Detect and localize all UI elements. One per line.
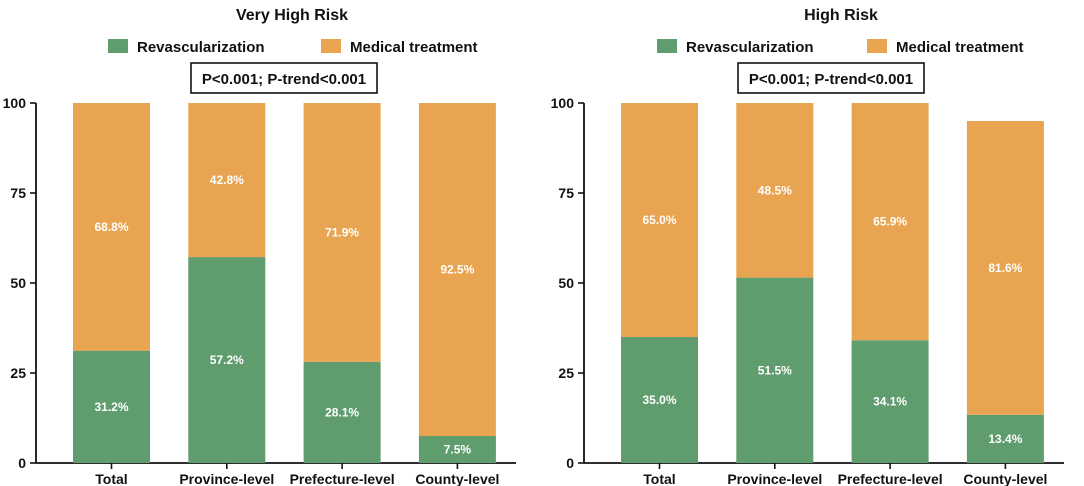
chart-title: Very High Risk [236,7,348,24]
chart-title: High Risk [804,7,878,24]
data-label-medical-treatment-prefecture-level: 65.9% [873,215,907,229]
legend: Revascularization Medical treatment [108,39,478,56]
stats-box: P<0.001; P-trend<0.001 [737,62,925,94]
bar-medical-treatment-prefecture-level [851,103,929,341]
y-tick-label: 25 [10,365,26,381]
x-tick-label-prefecture-level: Prefecture-level [290,471,395,486]
bar-medical-treatment-total [621,103,698,337]
bar-medical-treatment-province-level [188,103,266,258]
x-tick-label-province-level: Province-level [727,471,822,486]
bar-revascularization-county-level [966,414,1044,463]
legend-swatch-revascularization [657,39,677,53]
bar-medical-treatment-prefecture-level [303,103,381,362]
data-label-revascularization-prefecture-level: 34.1% [873,395,907,409]
x-tick-label-province-level: Province-level [179,471,274,486]
x-tick-label-total: Total [643,471,675,486]
legend-swatch-revascularization [108,39,128,53]
stats-text: P<0.001; P-trend<0.001 [202,71,366,88]
x-tick-label-total: Total [95,471,127,486]
bar-revascularization-province-level [188,257,266,463]
data-label-revascularization-province-level: 57.2% [210,353,244,367]
data-label-revascularization-total: 31.2% [94,400,128,414]
data-label-medical-treatment-province-level: 42.8% [210,173,244,187]
y-tick-label: 75 [558,185,574,201]
bar-medical-treatment-county-level [966,121,1044,415]
bar-medical-treatment-province-level [736,103,814,278]
bar-revascularization-total [73,350,150,463]
legend-swatch-medical-treatment [321,39,341,53]
y-tick-label: 100 [3,95,27,111]
legend-label-medical-treatment: Medical treatment [896,39,1024,56]
bar-medical-treatment-county-level [418,103,496,436]
data-labels: 35.0% 65.0% 51.5% 48.5% 34.1% 65.9% 13.4% 81.6% [642,183,1022,446]
legend-label-revascularization: Revascularization [137,39,265,56]
bar-revascularization-county-level [418,436,496,463]
y-tick-label: 0 [566,455,574,471]
data-label-revascularization-province-level: 51.5% [758,363,792,377]
data-label-medical-treatment-total: 68.8% [94,220,128,234]
y-tick-label: 50 [10,275,26,291]
data-label-revascularization-county-level: 13.4% [988,432,1022,446]
stats-text: P<0.001; P-trend<0.001 [749,71,913,88]
y-tick-label: 100 [551,95,575,111]
legend: Revascularization Medical treatment [657,39,1024,56]
legend-label-medical-treatment: Medical treatment [350,39,478,56]
bar-medical-treatment-total [73,103,150,351]
x-tick-label-prefecture-level: Prefecture-level [838,471,943,486]
data-label-medical-treatment-county-level: 92.5% [440,263,474,277]
chart-panel-very-high-risk: Very High Risk Revascularization Medical… [3,7,516,486]
stats-box-border [737,62,925,94]
x-tick-label-county-level: County-level [963,471,1047,486]
data-label-revascularization-total: 35.0% [642,393,676,407]
bars [621,103,1044,463]
bar-revascularization-prefecture-level [303,361,381,463]
data-label-medical-treatment-county-level: 81.6% [988,261,1022,275]
data-label-medical-treatment-prefecture-level: 71.9% [325,225,359,239]
y-tick-label: 75 [10,185,26,201]
legend-label-revascularization: Revascularization [686,39,814,56]
bars [73,103,496,463]
stats-box-border [190,62,378,94]
data-label-medical-treatment-total: 65.0% [642,213,676,227]
data-labels: 31.2% 68.8% 57.2% 42.8% 28.1% 71.9% 7.5% 92.5% [94,173,474,456]
y-tick-label: 0 [18,455,26,471]
data-label-medical-treatment-province-level: 48.5% [758,183,792,197]
data-label-revascularization-prefecture-level: 28.1% [325,405,359,419]
bar-revascularization-total [621,337,698,463]
bar-revascularization-province-level [736,277,814,463]
chart-panel-high-risk: High Risk Revascularization Medical trea… [551,7,1064,486]
y-tick-label: 50 [558,275,574,291]
data-label-revascularization-county-level: 7.5% [444,443,472,457]
x-tick-label-county-level: County-level [415,471,499,486]
bar-revascularization-prefecture-level [851,340,929,463]
legend-swatch-medical-treatment [867,39,887,53]
stats-box: P<0.001; P-trend<0.001 [190,62,378,94]
y-tick-label: 25 [558,365,574,381]
